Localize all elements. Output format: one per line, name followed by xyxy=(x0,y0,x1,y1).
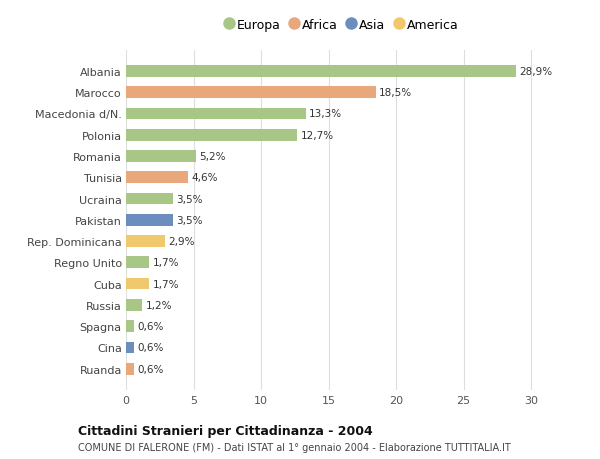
Bar xyxy=(126,236,165,247)
Text: Cittadini Stranieri per Cittadinanza - 2004: Cittadini Stranieri per Cittadinanza - 2… xyxy=(78,425,373,437)
Text: 28,9%: 28,9% xyxy=(520,67,553,77)
Bar xyxy=(126,151,196,162)
Bar xyxy=(126,193,173,205)
Legend: Europa, Africa, Asia, America: Europa, Africa, Asia, America xyxy=(223,16,461,34)
Text: 1,7%: 1,7% xyxy=(152,258,179,268)
Bar xyxy=(126,320,134,332)
Text: 12,7%: 12,7% xyxy=(301,130,334,140)
Bar xyxy=(126,172,188,184)
Text: 13,3%: 13,3% xyxy=(309,109,342,119)
Text: 3,5%: 3,5% xyxy=(176,215,203,225)
Bar xyxy=(126,66,516,78)
Text: 18,5%: 18,5% xyxy=(379,88,412,98)
Text: 5,2%: 5,2% xyxy=(200,151,226,162)
Bar xyxy=(126,129,298,141)
Text: 0,6%: 0,6% xyxy=(137,364,164,374)
Text: 0,6%: 0,6% xyxy=(137,321,164,331)
Text: 0,6%: 0,6% xyxy=(137,343,164,353)
Bar xyxy=(126,87,376,99)
Bar xyxy=(126,299,142,311)
Text: 2,9%: 2,9% xyxy=(169,236,195,246)
Bar xyxy=(126,257,149,269)
Text: 3,5%: 3,5% xyxy=(176,194,203,204)
Text: 1,7%: 1,7% xyxy=(152,279,179,289)
Text: COMUNE DI FALERONE (FM) - Dati ISTAT al 1° gennaio 2004 - Elaborazione TUTTITALI: COMUNE DI FALERONE (FM) - Dati ISTAT al … xyxy=(78,442,511,452)
Bar xyxy=(126,363,134,375)
Text: 4,6%: 4,6% xyxy=(191,173,218,183)
Bar xyxy=(126,214,173,226)
Bar xyxy=(126,108,305,120)
Bar xyxy=(126,278,149,290)
Text: 1,2%: 1,2% xyxy=(146,300,172,310)
Bar xyxy=(126,342,134,353)
